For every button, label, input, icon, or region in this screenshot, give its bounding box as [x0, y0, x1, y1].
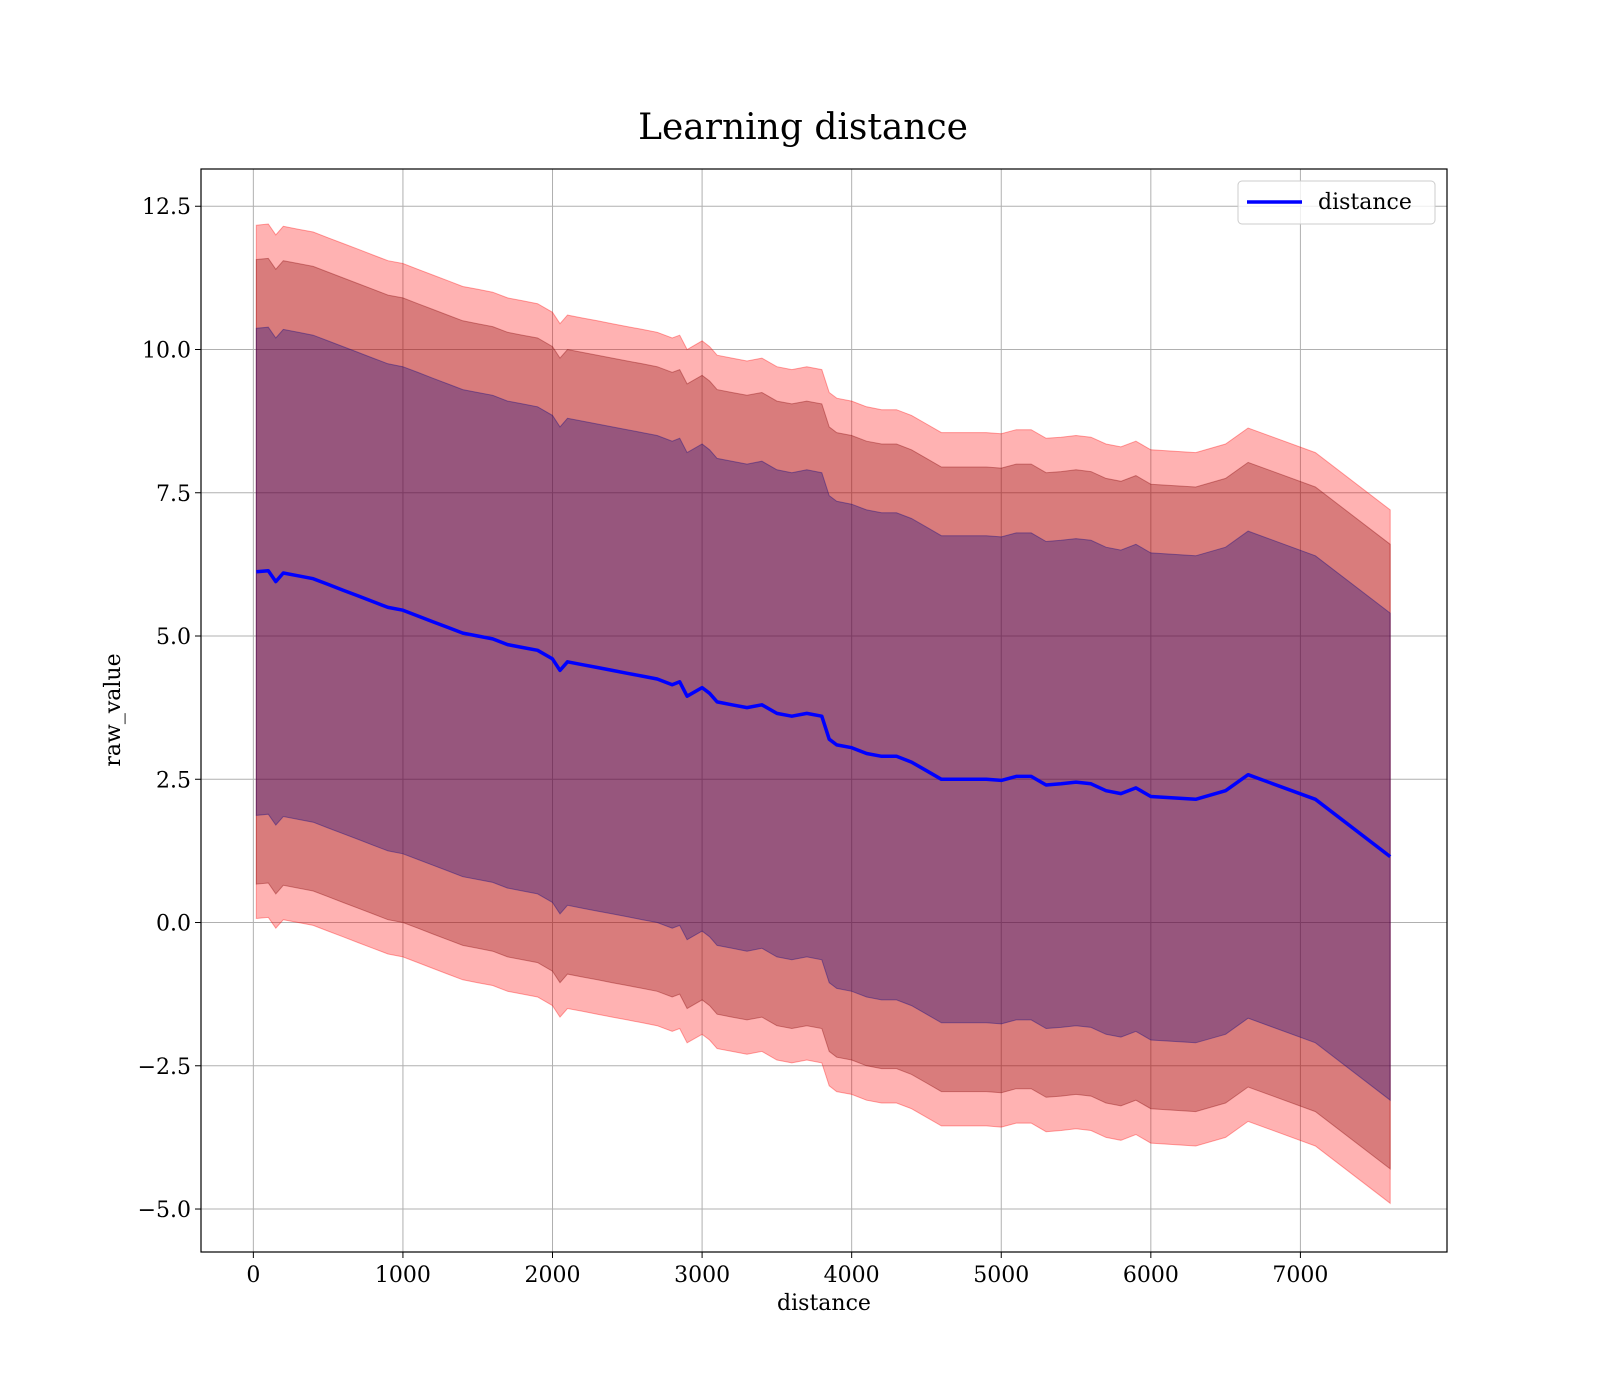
confidence-band-0 — [255, 223, 1391, 1205]
confidence-band-2 — [255, 326, 1391, 1102]
chart-title: Learning distance — [638, 107, 968, 148]
x-tick-label: 5000 — [973, 1263, 1029, 1288]
x-tick-label: 3000 — [674, 1263, 730, 1288]
x-axis-label: distance — [777, 1291, 871, 1316]
legend-box — [1237, 180, 1436, 225]
y-tick-label: 10.0 — [142, 339, 191, 364]
x-tick-label: 6000 — [1123, 1263, 1179, 1288]
y-tick-label: 7.5 — [156, 482, 191, 507]
plot-frame — [200, 168, 1448, 1253]
x-tick-label: 0 — [246, 1263, 260, 1288]
legend-label: distance — [1318, 190, 1412, 215]
y-tick-label: 5.0 — [156, 625, 191, 650]
confidence-band-1 — [255, 257, 1391, 1170]
y-tick-label: −2.5 — [138, 1055, 191, 1080]
y-tick-label: 0.0 — [156, 912, 191, 937]
x-tick-label: 2000 — [525, 1263, 581, 1288]
y-tick-label: −5.0 — [138, 1198, 191, 1223]
y-tick-label: 2.5 — [156, 768, 191, 793]
bands — [255, 223, 1391, 1205]
x-tick-label: 1000 — [375, 1263, 431, 1288]
legend: distance — [1237, 180, 1436, 225]
grid — [201, 169, 1447, 1252]
y-tick-label: 12.5 — [142, 195, 191, 220]
x-tick-label: 4000 — [824, 1263, 880, 1288]
x-tick-label: 7000 — [1272, 1263, 1328, 1288]
y-axis-label: raw_value — [101, 653, 126, 766]
ticks: 0 1000 2000 3000 4000 5000 6000 7000 −5.0 −2.5 0.0… — [138, 195, 1329, 1288]
series-line-distance — [256, 568, 1392, 858]
series-lines — [256, 568, 1392, 858]
